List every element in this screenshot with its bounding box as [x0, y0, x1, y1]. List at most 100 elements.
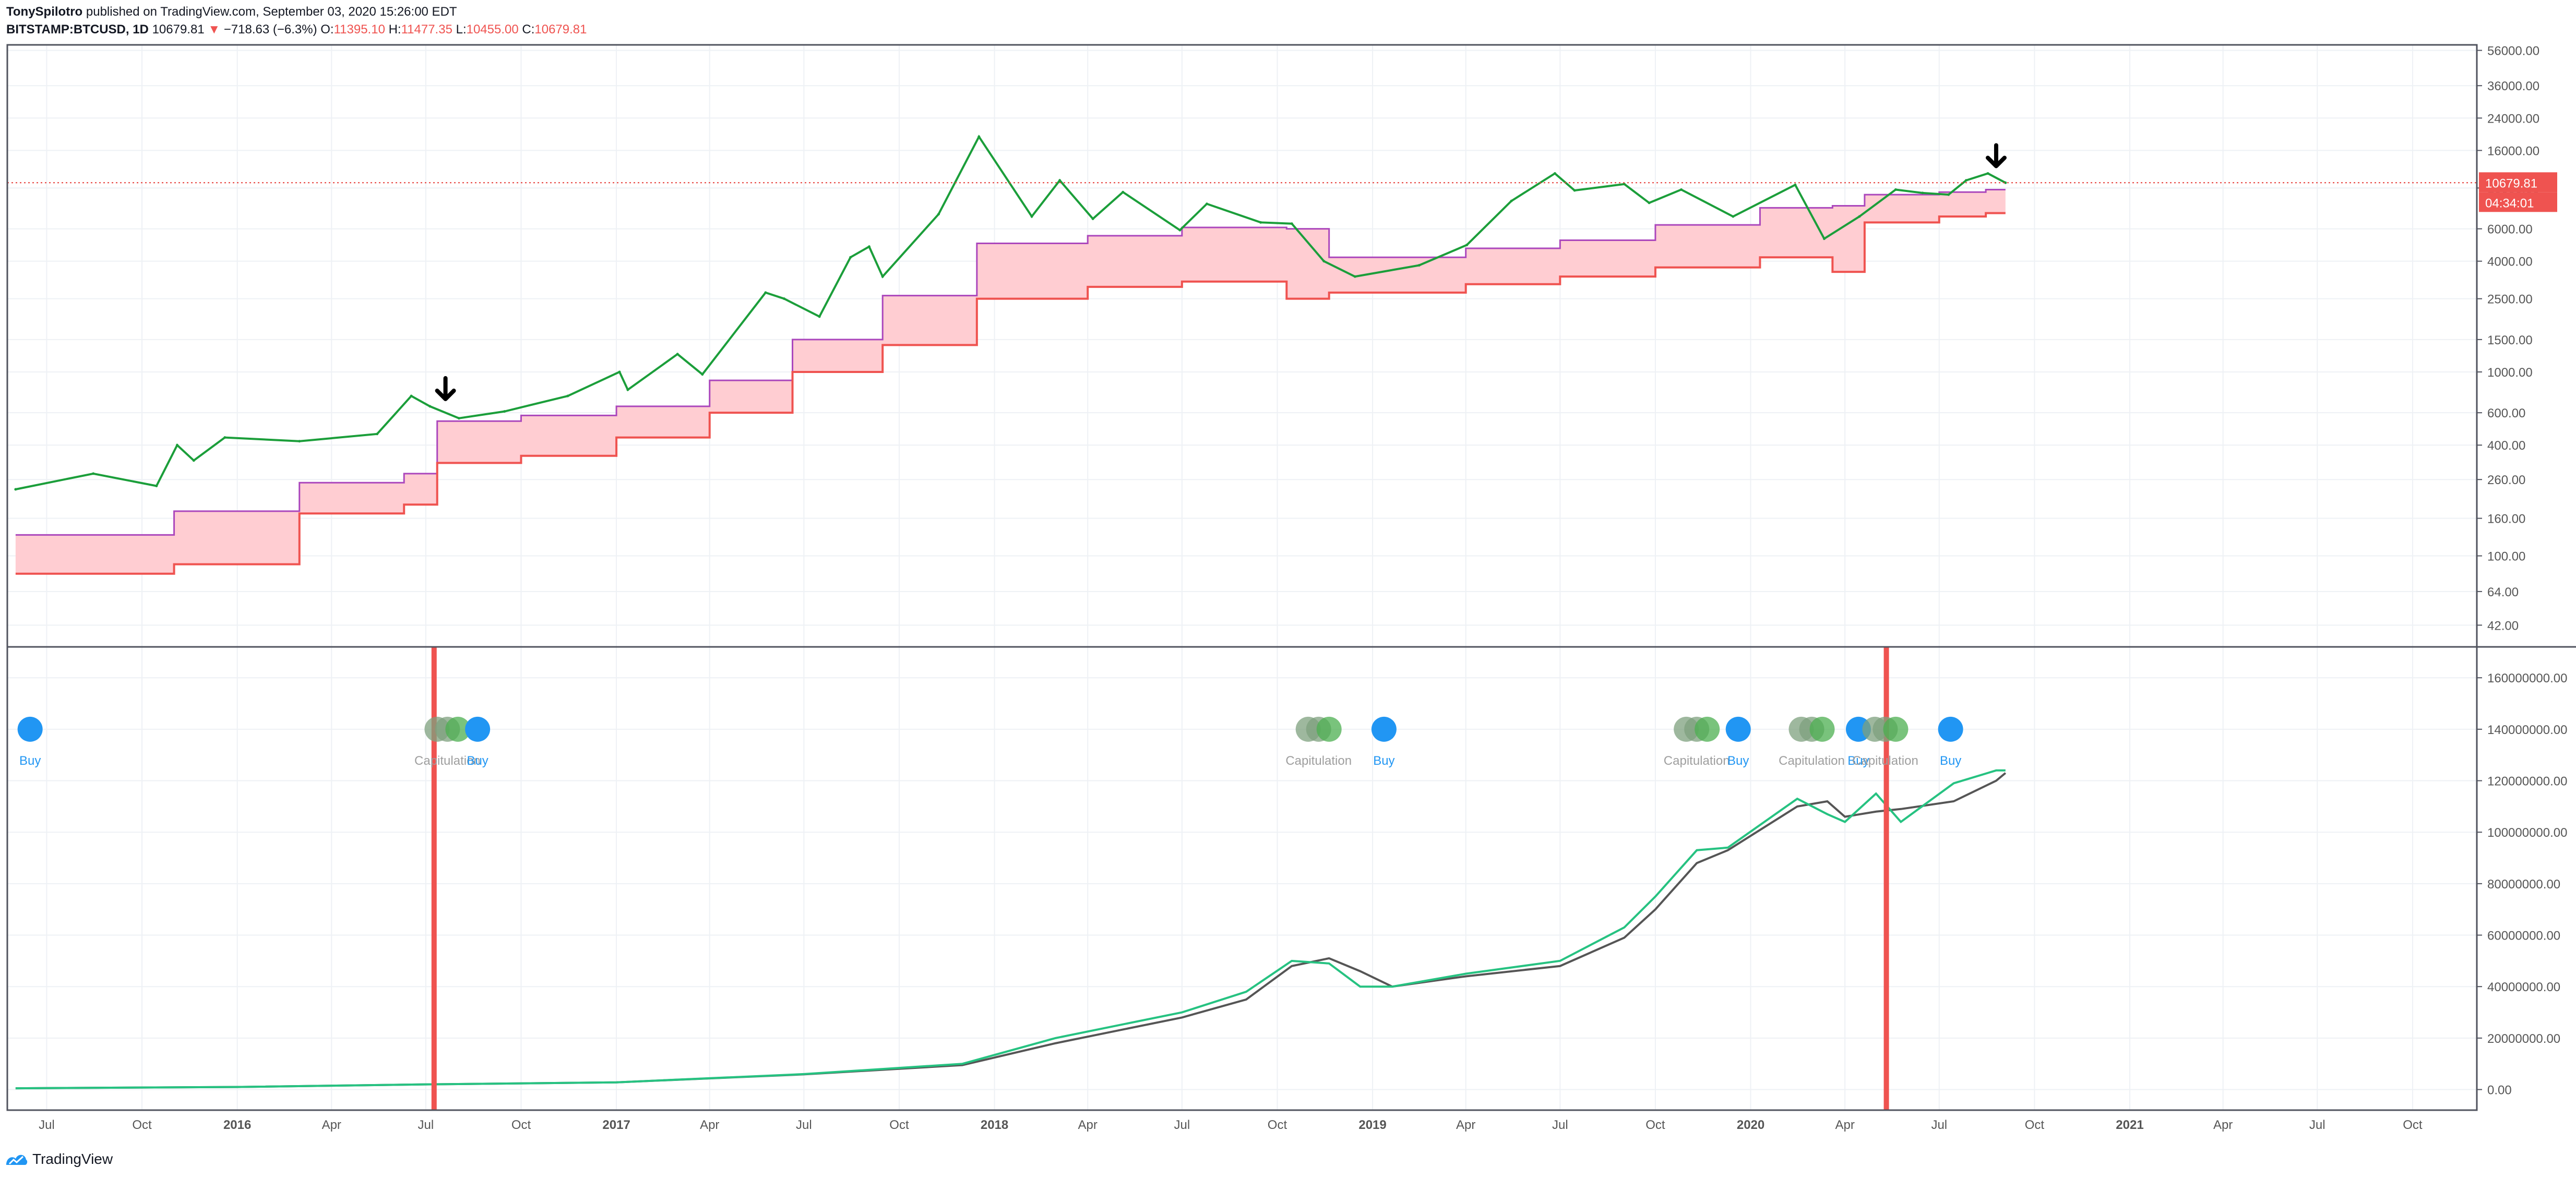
price-line	[15, 135, 2006, 490]
chart-frame	[6, 44, 2576, 1111]
price-point	[223, 436, 226, 439]
price-point	[2004, 181, 2007, 184]
price-change: −718.63 (−6.3%)	[223, 22, 317, 37]
price-point	[1178, 228, 1182, 232]
price-series	[7, 135, 2477, 491]
price-axis-label: 1000.00	[2487, 366, 2533, 380]
price-point	[676, 353, 679, 356]
time-axis-label: Jul	[39, 1118, 55, 1132]
time-axis-label: Apr	[1835, 1118, 1854, 1132]
time-axis-label: 2019	[1358, 1118, 1386, 1132]
time-axis-label: Jul	[2309, 1118, 2325, 1132]
price-point	[1648, 201, 1651, 204]
hashrate-axis-label: 120000000.00	[2487, 775, 2568, 789]
capitulation-bar	[431, 647, 437, 1110]
grid-lines	[7, 45, 2477, 1110]
hashrate-axis-label: 60000000.00	[2487, 929, 2560, 943]
price-point	[1573, 189, 1576, 192]
time-axis-label: Oct	[889, 1118, 909, 1132]
buy-dot	[1371, 716, 1397, 742]
band-upper-line	[15, 188, 2006, 536]
time-axis-label: Apr	[1456, 1118, 1475, 1132]
hash-fast-line	[15, 769, 2006, 1090]
price-point	[428, 405, 432, 408]
price-point	[701, 373, 704, 376]
open-value: 11395.10	[333, 22, 385, 37]
last-price-tag-text: 10679.81	[2485, 176, 2537, 190]
price-point	[410, 394, 413, 398]
price-point	[977, 135, 981, 138]
footer-brand-label: TradingView	[32, 1151, 113, 1167]
publisher-name[interactable]: TonySpilotro	[6, 5, 83, 19]
capitulation-label: Capitulation	[414, 754, 481, 768]
price-point	[1030, 215, 1033, 218]
price-point	[1947, 193, 1950, 196]
buy-dot	[17, 716, 43, 742]
time-axis-label: Jul	[418, 1118, 434, 1132]
price-point	[1986, 172, 1989, 175]
last-price: 10679.81	[152, 22, 205, 37]
buy-label: Buy	[1847, 754, 1869, 768]
buy-label: Buy	[1373, 754, 1394, 768]
time-axis-label: Jul	[796, 1118, 812, 1132]
price-point	[1858, 215, 1861, 218]
price-point	[1417, 264, 1421, 267]
capitulation-label: Capitulation	[1852, 754, 1918, 768]
low-value: 10455.00	[466, 22, 519, 37]
price-axis-label: 24000.00	[2487, 112, 2539, 126]
footer-brand[interactable]: TradingView	[5, 1151, 113, 1168]
price-band	[15, 188, 2006, 575]
price-point	[14, 488, 17, 491]
close-label: C:	[522, 22, 535, 37]
close-value: 10679.81	[534, 22, 587, 37]
hash-slow-line	[15, 772, 2007, 1090]
price-axis-label: 600.00	[2487, 406, 2525, 420]
publisher-line: TonySpilotro published on TradingView.co…	[6, 4, 587, 20]
price-point	[1058, 179, 1062, 182]
price-point	[849, 256, 852, 259]
symbol-label[interactable]: BITSTAMP:BTCUSD, 1D	[6, 22, 149, 37]
capitulation-label: Capitulation	[1664, 754, 1730, 768]
capitulation-dot	[1809, 716, 1835, 742]
capitulation-bars	[431, 647, 1889, 1110]
time-axis-label: 2018	[981, 1118, 1008, 1132]
tradingview-logo-icon	[6, 1154, 28, 1165]
open-label: O:	[320, 22, 334, 37]
price-point	[1794, 183, 1797, 186]
price-point	[1553, 172, 1556, 175]
price-point	[1259, 221, 1262, 224]
price-point	[1290, 222, 1293, 225]
price-labels: 10679.81 04:34:01	[2479, 172, 2557, 212]
change-down-icon: ▼	[208, 22, 221, 37]
price-point	[1322, 260, 1326, 263]
price-point	[818, 315, 821, 318]
buy-dot	[1938, 716, 1963, 742]
plot-border	[6, 44, 2478, 1111]
down-arrow-icon	[435, 376, 456, 401]
time-axis-label: Oct	[511, 1118, 531, 1132]
price-point	[155, 484, 158, 487]
last-price-tag	[2479, 172, 2557, 193]
buy-dot	[1725, 716, 1751, 742]
hashrate-axis-label: 160000000.00	[2487, 671, 2568, 685]
price-axis-label: 56000.00	[2487, 44, 2539, 58]
time-axis-label: Oct	[1268, 1118, 1287, 1132]
price-axis-label: 16000.00	[2487, 144, 2539, 158]
price-point	[764, 291, 767, 294]
price-point	[1822, 237, 1826, 240]
band-fill	[15, 189, 2006, 574]
high-label: H:	[388, 22, 401, 37]
countdown-tag-text: 04:34:01	[2485, 196, 2534, 210]
price-point	[1680, 188, 1683, 191]
capitulation-dot	[1883, 716, 1909, 742]
price-point	[298, 440, 301, 443]
hashrate-axis-label: 20000000.00	[2487, 1032, 2560, 1046]
price-point	[618, 370, 621, 374]
time-axis-label: Oct	[2025, 1118, 2045, 1132]
hashrate-axis-label: 40000000.00	[2487, 980, 2560, 994]
price-point	[1510, 199, 1513, 202]
price-point	[176, 443, 179, 447]
time-axis-label: Jul	[1552, 1118, 1568, 1132]
